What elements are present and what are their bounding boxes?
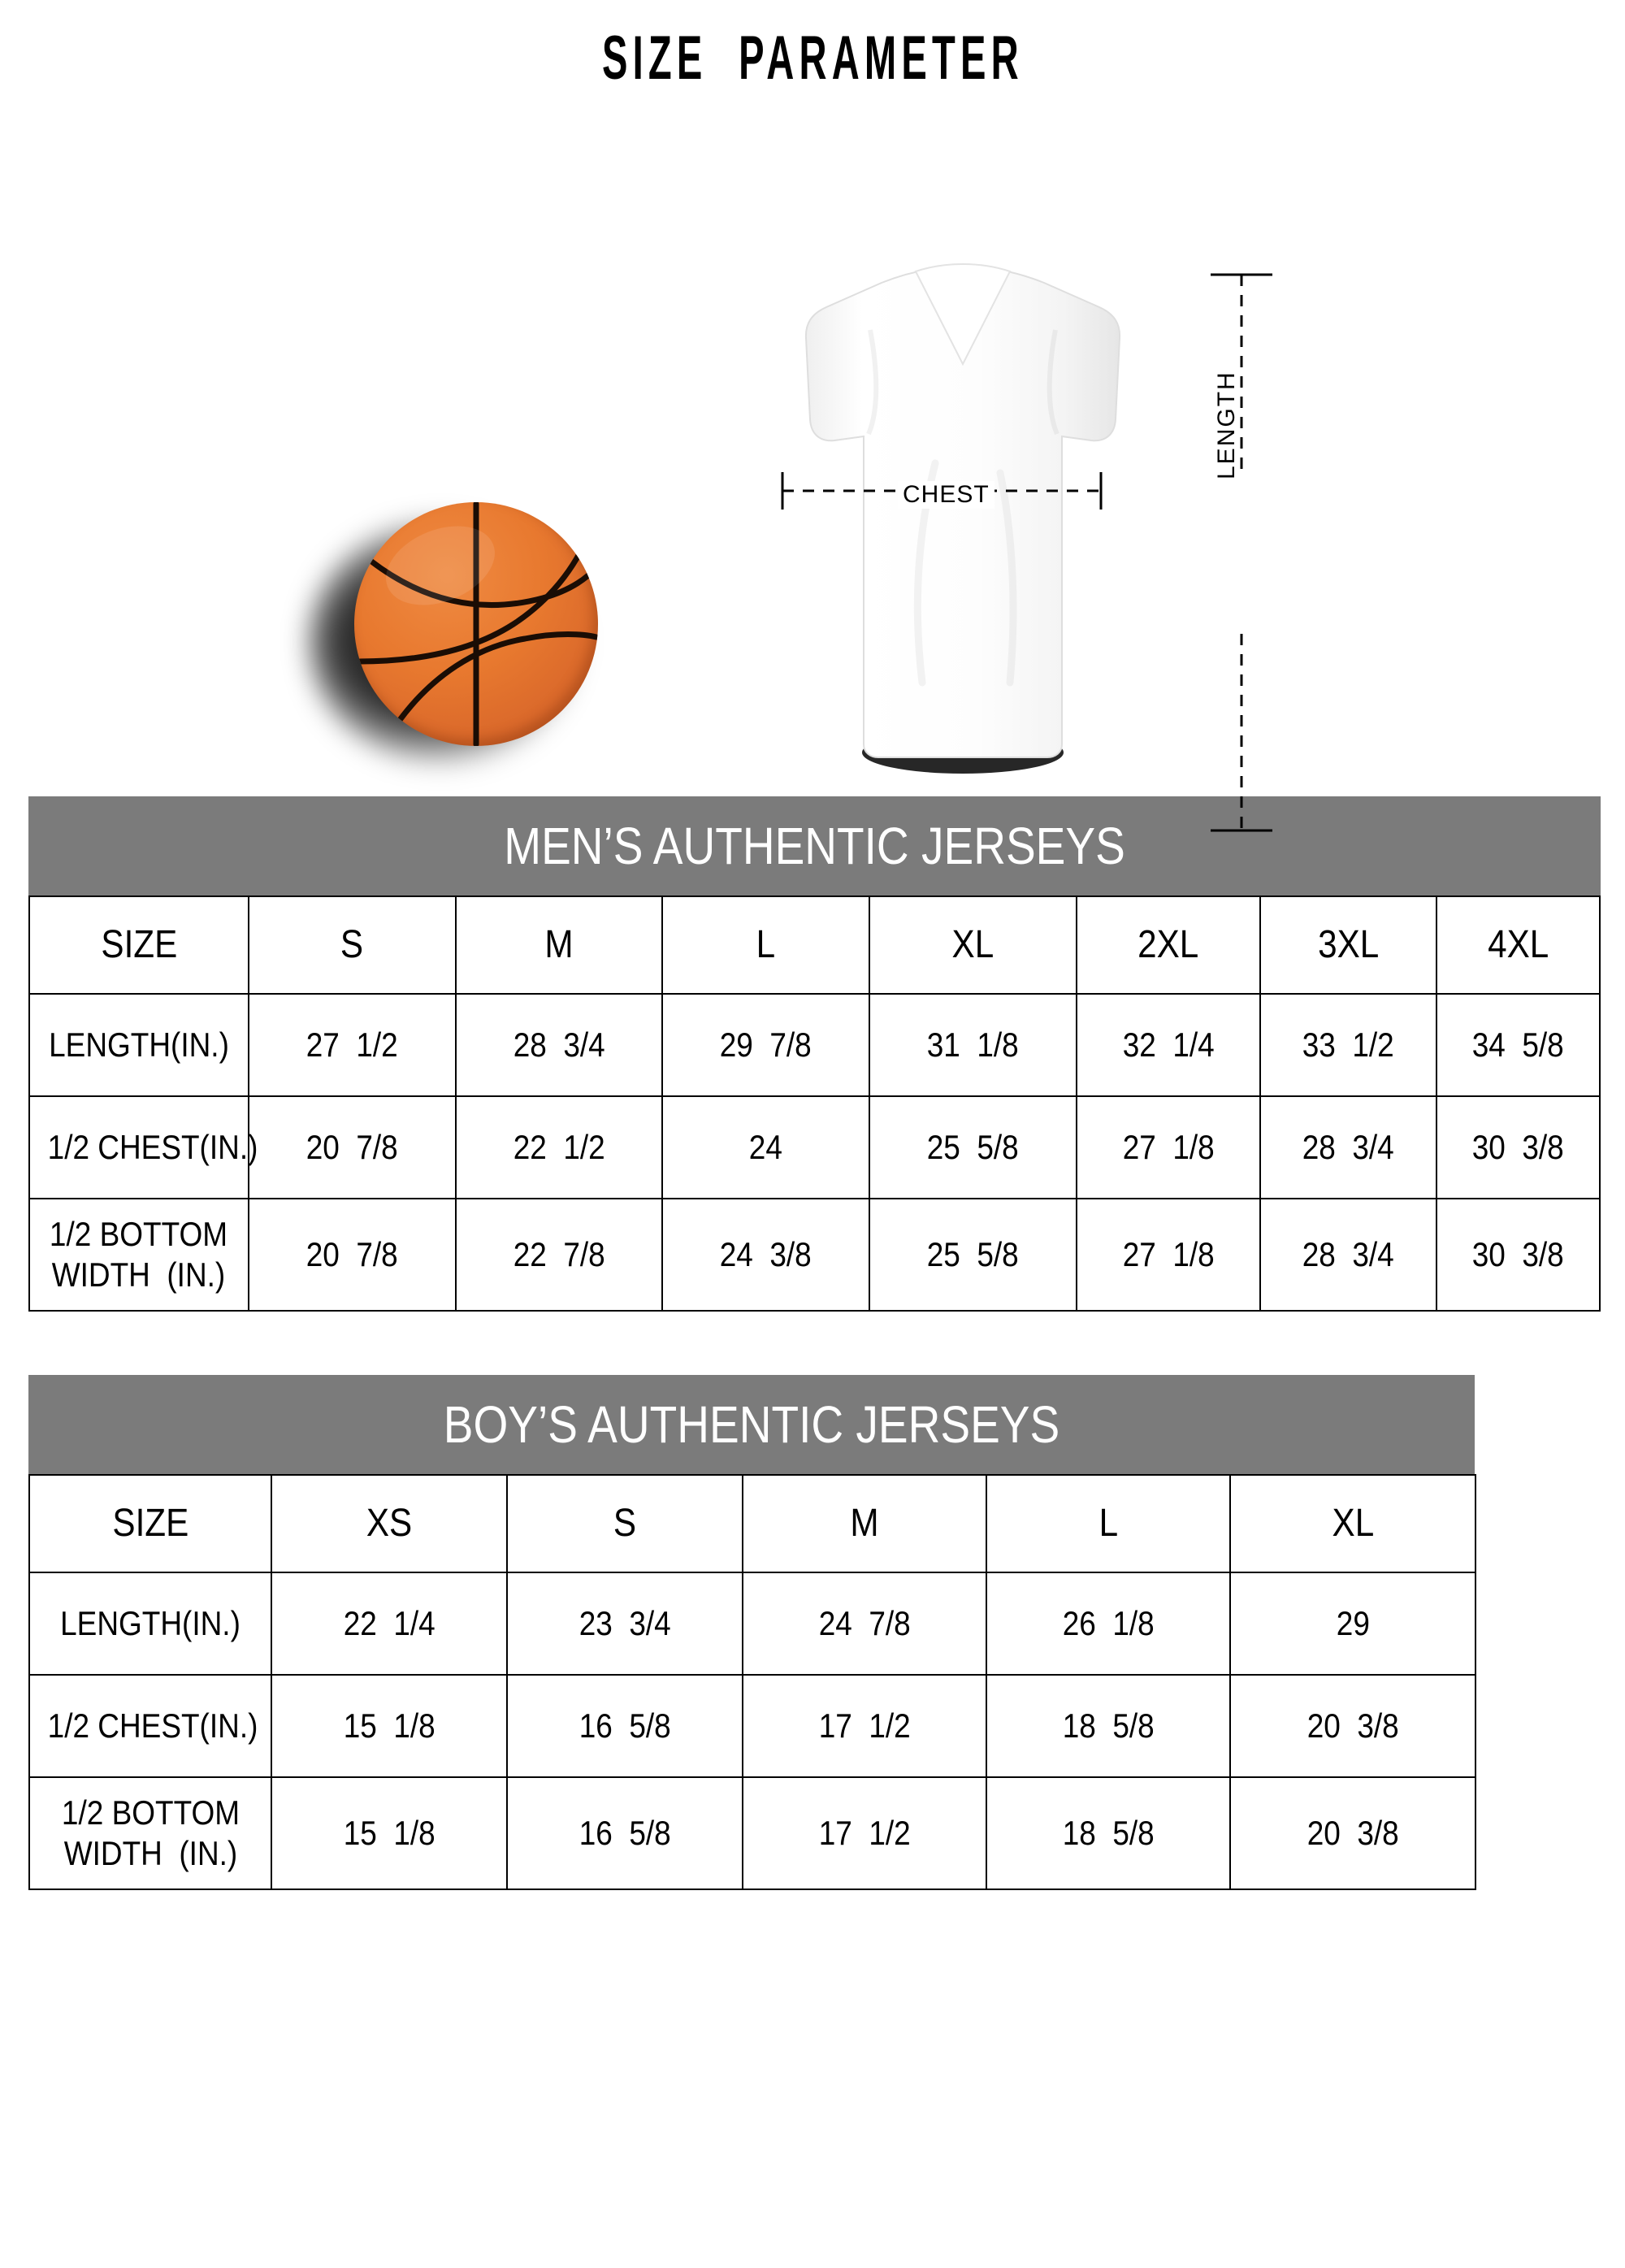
column-header-xs: XS (271, 1474, 508, 1573)
page-title: SIZE PARAMETER (601, 24, 1024, 93)
basketball-icon (354, 502, 598, 746)
table-cell: 27 1/8 (1075, 1198, 1262, 1312)
illustration-area: CHEST LENGTH (0, 98, 1625, 832)
table-cell: 20 3/8 (1229, 1776, 1476, 1890)
table-cell: 23 3/4 (506, 1572, 743, 1676)
chest-label: CHEST (898, 481, 994, 509)
table-cell: 28 3/4 (454, 993, 664, 1097)
boys-size-table: SIZE XS S M L XL LENGTH(IN.) 22 1/4 23 3… (28, 1474, 1476, 1890)
table-header-row: SIZE XS S M L XL (28, 1474, 1476, 1573)
column-header-4xl: 4XL (1435, 895, 1601, 995)
column-header-xl: XL (868, 895, 1077, 995)
mens-table-band: MEN’S AUTHENTIC JERSEYS (28, 796, 1601, 895)
column-header-l: L (986, 1474, 1231, 1573)
column-header-m: M (742, 1474, 987, 1573)
length-measure-line (1211, 273, 1272, 832)
table-cell: 25 5/8 (868, 1095, 1077, 1199)
length-label: LENGTH (1213, 371, 1240, 479)
column-header-s: S (247, 895, 457, 995)
table-cell: 34 5/8 (1435, 993, 1601, 1097)
mens-size-table-block: MEN’S AUTHENTIC JERSEYS SIZE S M L XL 2X… (28, 796, 1601, 1312)
column-header-size: SIZE (28, 895, 249, 995)
boys-size-table-block: BOY’S AUTHENTIC JERSEYS SIZE XS S M L XL… (28, 1375, 1476, 1890)
column-header-l: L (661, 895, 870, 995)
table-cell: 20 3/8 (1229, 1674, 1476, 1778)
table-cell: 22 1/4 (271, 1572, 508, 1676)
column-header-s: S (506, 1474, 743, 1573)
table-row: LENGTH(IN.) 27 1/2 28 3/4 29 7/8 31 1/8 … (28, 993, 1601, 1097)
table-cell: 27 1/8 (1075, 1095, 1262, 1199)
table-cell: 28 3/4 (1259, 1198, 1437, 1312)
table-cell: 15 1/8 (271, 1674, 508, 1778)
row-label-length: LENGTH(IN.) (28, 993, 249, 1097)
table-cell: 18 5/8 (986, 1674, 1231, 1778)
table-header-row: SIZE S M L XL 2XL 3XL 4XL (28, 895, 1601, 995)
table-row: 1/2 CHEST(IN.) 20 7/8 22 1/2 24 25 5/8 2… (28, 1095, 1601, 1199)
table-cell: 22 7/8 (454, 1198, 664, 1312)
table-cell: 30 3/8 (1435, 1198, 1601, 1312)
table-cell: 28 3/4 (1259, 1095, 1437, 1199)
column-header-xl: XL (1229, 1474, 1476, 1573)
basketball-illustration (301, 479, 642, 796)
table-cell: 33 1/2 (1259, 993, 1437, 1097)
table-cell: 24 (661, 1095, 870, 1199)
table-cell: 22 1/2 (454, 1095, 664, 1199)
chest-measure-line (781, 472, 1103, 510)
mens-table-title: MEN’S AUTHENTIC JERSEYS (504, 816, 1125, 875)
row-label-half-chest: 1/2 CHEST(IN.) (28, 1674, 272, 1778)
table-cell: 20 7/8 (247, 1198, 457, 1312)
table-cell: 15 1/8 (271, 1776, 508, 1890)
row-label-half-bottom-width: 1/2 BOTTOM WIDTH (IN.) (28, 1776, 272, 1890)
table-cell: 16 5/8 (506, 1776, 743, 1890)
table-row: 1/2 BOTTOM WIDTH (IN.) 20 7/8 22 7/8 24 … (28, 1198, 1601, 1312)
table-row: 1/2 CHEST(IN.) 15 1/8 16 5/8 17 1/2 18 5… (28, 1674, 1476, 1778)
table-cell: 18 5/8 (986, 1776, 1231, 1890)
table-cell: 25 5/8 (868, 1198, 1077, 1312)
table-cell: 26 1/8 (986, 1572, 1231, 1676)
table-row: LENGTH(IN.) 22 1/4 23 3/4 24 7/8 26 1/8 … (28, 1572, 1476, 1676)
column-header-size: SIZE (28, 1474, 272, 1573)
mens-size-table: SIZE S M L XL 2XL 3XL 4XL LENGTH(IN.) 27… (28, 895, 1601, 1312)
table-cell: 24 7/8 (742, 1572, 987, 1676)
table-cell: 30 3/8 (1435, 1095, 1601, 1199)
table-cell: 32 1/4 (1075, 993, 1262, 1097)
column-header-3xl: 3XL (1259, 895, 1437, 995)
table-cell: 31 1/8 (868, 993, 1077, 1097)
table-cell: 27 1/2 (247, 993, 457, 1097)
table-cell: 29 (1229, 1572, 1476, 1676)
table-cell: 16 5/8 (506, 1674, 743, 1778)
table-cell: 17 1/2 (742, 1674, 987, 1778)
boys-table-title: BOY’S AUTHENTIC JERSEYS (443, 1394, 1060, 1454)
column-header-2xl: 2XL (1075, 895, 1262, 995)
jersey-icon (776, 260, 1150, 796)
boys-table-band: BOY’S AUTHENTIC JERSEYS (28, 1375, 1475, 1474)
column-header-m: M (454, 895, 664, 995)
table-cell: 24 3/8 (661, 1198, 870, 1312)
row-label-length: LENGTH(IN.) (28, 1572, 272, 1676)
row-label-half-chest: 1/2 CHEST(IN.) (28, 1095, 258, 1199)
table-cell: 17 1/2 (742, 1776, 987, 1890)
page-title-bar: SIZE PARAMETER (0, 0, 1625, 98)
table-cell: 29 7/8 (661, 993, 870, 1097)
table-cell: 20 7/8 (247, 1095, 457, 1199)
table-row: 1/2 BOTTOM WIDTH (IN.) 15 1/8 16 5/8 17 … (28, 1776, 1476, 1890)
row-label-half-bottom-width: 1/2 BOTTOM WIDTH (IN.) (28, 1198, 249, 1312)
